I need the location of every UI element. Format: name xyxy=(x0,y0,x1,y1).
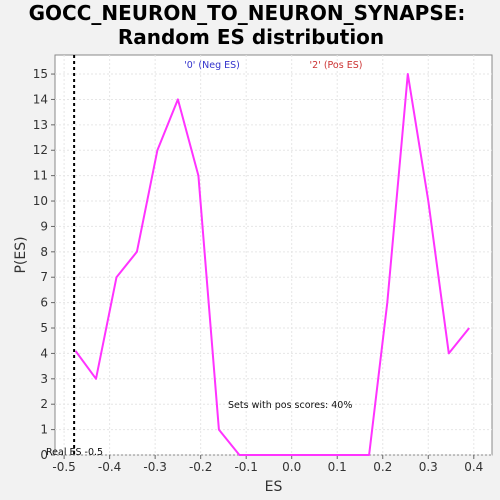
y-axis-title: P(ES) xyxy=(13,236,29,273)
y-tick-label: 14 xyxy=(33,92,48,106)
y-tick-label: 11 xyxy=(33,169,48,183)
x-tick-label: 0.2 xyxy=(373,460,392,474)
y-tick-label: 9 xyxy=(40,219,48,233)
x-tick-label: -0.5 xyxy=(52,460,75,474)
legend-pos-es: '2' (Pos ES) xyxy=(310,60,363,71)
y-tick-label: 12 xyxy=(33,143,48,157)
y-tick-label: 10 xyxy=(33,194,48,208)
chart-title-line-1: GOCC_NEURON_TO_NEURON_SYNAPSE: xyxy=(29,1,466,25)
y-tick-label: 3 xyxy=(40,372,48,386)
x-tick-label: -0.2 xyxy=(189,460,212,474)
chart-title-line-2: Random ES distribution xyxy=(118,25,384,49)
y-tick-label: 4 xyxy=(40,346,48,360)
x-tick-label: 0.0 xyxy=(282,460,301,474)
y-tick-label: 13 xyxy=(33,118,48,132)
y-tick-label: 1 xyxy=(40,423,48,437)
x-tick-label: 0.1 xyxy=(328,460,347,474)
y-tick-label: 15 xyxy=(33,67,48,81)
x-tick-label: -0.1 xyxy=(234,460,257,474)
plot-area xyxy=(55,55,492,455)
legend-neg-es: '0' (Neg ES) xyxy=(184,60,240,71)
x-tick-label: -0.4 xyxy=(98,460,121,474)
x-tick-label: 0.3 xyxy=(419,460,438,474)
y-tick-label: 5 xyxy=(40,321,48,335)
x-axis-title: ES xyxy=(265,479,283,495)
y-tick-label: 8 xyxy=(40,245,48,259)
x-tick-label: 0.4 xyxy=(464,460,483,474)
x-tick-label: -0.3 xyxy=(143,460,166,474)
real-es-label: Real ES -0.5 xyxy=(46,447,103,458)
y-tick-label: 7 xyxy=(40,270,48,284)
y-tick-label: 2 xyxy=(40,397,48,411)
y-tick-label: 6 xyxy=(40,296,48,310)
pos-score-annotation: Sets with pos scores: 40% xyxy=(228,400,352,411)
